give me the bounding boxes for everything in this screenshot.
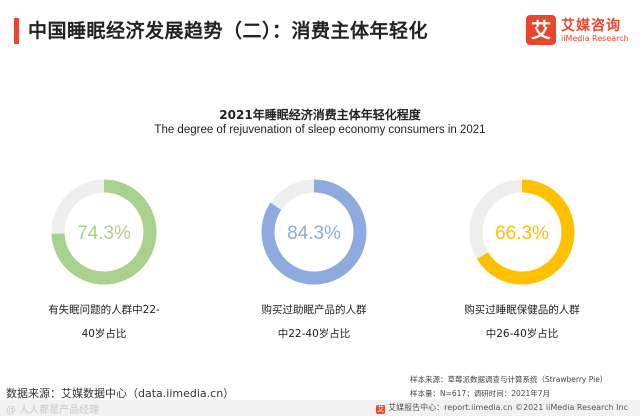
donut-value-label-2: 84.3% <box>287 223 341 244</box>
logo-mark-icon: 艾 <box>526 15 556 45</box>
donut-chart-group: 74.3% 有失眠问题的人群中22- 40岁占比 84.3% 购买过助眠产品的人群 中22… <box>0 160 640 350</box>
donut-arc-3 <box>469 179 575 285</box>
sample-info: 样本来源：草莓派数据调查与计算系统（Strawberry Pie） 样本量：N=… <box>410 373 628 401</box>
donut-svg-3: 66.3% <box>469 179 575 285</box>
donut-2: 84.3% 购买过助眠产品的人群 中22-40岁占比 <box>234 178 394 346</box>
donut-value-label-1: 74.3% <box>77 223 131 244</box>
donut-category-label-line: 购买过睡眠保健品的人群 <box>464 304 580 316</box>
footer-bar: @ 人人都是产品经理 艾艾媒报告中心：report.iimedia.cn ©20… <box>0 400 640 416</box>
page-title: 中国睡眠经济发展趋势（二）：消费主体年轻化 <box>28 20 429 42</box>
title-accent-bar <box>14 18 19 44</box>
sample-source: 样本来源：草莓派数据调查与计算系统（Strawberry Pie） <box>410 375 608 384</box>
donut-category-label-1: 有失眠问题的人群中22- 40岁占比 <box>24 298 184 346</box>
donut-value-label-3: 66.3% <box>495 223 549 244</box>
donut-category-label-line: 中22-40岁占比 <box>277 328 351 340</box>
donut-svg-2: 84.3% <box>261 179 367 285</box>
donut-svg-1: 74.3% <box>51 179 157 285</box>
data-source: 数据来源：艾媒数据中心（data.iimedia.cn） <box>6 387 235 400</box>
logo-text-cn: 艾媒咨询 <box>561 18 621 34</box>
donut-3: 66.3% 购买过睡眠保健品的人群 中26-40岁占比 <box>442 178 602 346</box>
chart-subtitle: The degree of rejuvenation of sleep econ… <box>154 124 486 136</box>
watermark: @ 人人都是产品经理 <box>6 405 100 416</box>
sample-size: 样本量：N=617；调研时间：2021年7月 <box>410 389 551 398</box>
donut-arc-1 <box>51 179 157 285</box>
chart-title: 2021年睡眠经济消费主体年轻化程度 <box>219 108 421 122</box>
footer-text: 艾艾媒报告中心：report.iimedia.cn ©2021 iiMedia … <box>376 402 628 414</box>
donut-category-label-line: 购买过助眠产品的人群 <box>261 304 367 316</box>
donut-category-label-line: 有失眠问题的人群中22- <box>48 304 160 316</box>
donut-category-label-2: 购买过助眠产品的人群 中22-40岁占比 <box>234 298 394 346</box>
donut-category-label-3: 购买过睡眠保健品的人群 中26-40岁占比 <box>442 298 602 346</box>
donut-arc-2 <box>261 179 367 285</box>
footer-copyright: 艾媒报告中心：report.iimedia.cn ©2021 iiMedia R… <box>388 403 628 412</box>
logo-text-en: iiMedia Research <box>561 34 629 43</box>
brand-logo: 艾 艾媒咨询 iiMedia Research <box>526 15 632 49</box>
donut-1: 74.3% 有失眠问题的人群中22- 40岁占比 <box>24 178 184 346</box>
donut-category-label-line: 40岁占比 <box>81 328 127 340</box>
report-center-icon: 艾 <box>376 405 386 414</box>
donut-category-label-line: 中26-40岁占比 <box>485 328 559 340</box>
